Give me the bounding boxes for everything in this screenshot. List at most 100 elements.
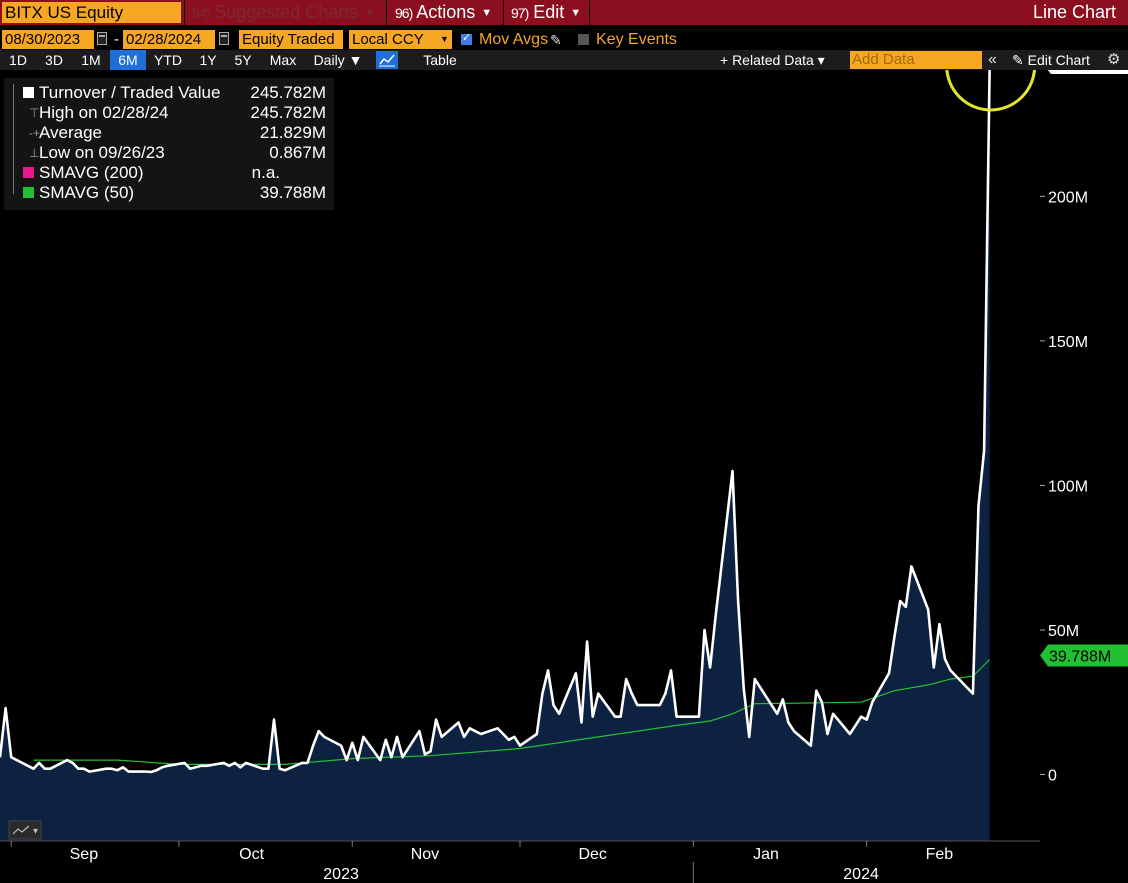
- highlight-circle: [945, 70, 1036, 112]
- add-data-input[interactable]: Add Data: [850, 51, 982, 69]
- last-value-tag: [1047, 70, 1128, 74]
- range-ytd[interactable]: YTD: [154, 52, 182, 68]
- start-date-field[interactable]: 08/30/2023: [2, 30, 94, 49]
- legend-value: 21.829M: [259, 123, 326, 142]
- legend-row-smavg200: SMAVG (200) n.a.: [4, 163, 334, 183]
- chart-area[interactable]: 050M100M150M200M250M245.782M39.788MSepOc…: [0, 70, 1128, 883]
- range-5y[interactable]: 5Y: [234, 52, 252, 68]
- x-tick-label: Sep: [70, 846, 99, 863]
- smavg-50-line: [33, 659, 991, 766]
- range-6m[interactable]: 6M: [110, 50, 146, 70]
- chevron-down-icon: ▼: [364, 7, 376, 20]
- menu-label: Actions: [416, 2, 476, 22]
- turnover-area-fill: [0, 70, 990, 841]
- turnover-line: [0, 70, 991, 774]
- year-label: 2024: [843, 866, 879, 883]
- legend-value: 39.788M: [259, 183, 326, 202]
- currency-selector[interactable]: Local CCY: [349, 30, 452, 49]
- divider: [589, 0, 590, 25]
- collapse-icon[interactable]: «: [988, 51, 997, 68]
- mov-avgs-label[interactable]: Mov Avgs: [479, 31, 549, 48]
- sma-value-tag: [1040, 644, 1128, 667]
- legend-value: 245.782M: [250, 103, 326, 122]
- legend-bracket: [13, 84, 18, 194]
- key-events-checkbox[interactable]: [578, 34, 589, 45]
- line-chart-icon[interactable]: [376, 51, 398, 69]
- y-tick-label: 100M: [1048, 478, 1088, 495]
- chart-type-label: Line Chart: [1032, 2, 1116, 22]
- legend-name: SMAVG (50): [39, 183, 135, 202]
- year-label: 2023: [323, 866, 359, 883]
- y-tick-label: 0: [1048, 768, 1057, 785]
- magenta-square-icon: [23, 167, 34, 178]
- range-toolbar: 1D 3D 1M 6M YTD 1Y 5Y Max Daily ▼ Table …: [0, 50, 1128, 70]
- edit-chart-button[interactable]: ✎ Edit Chart: [1012, 50, 1090, 70]
- y-tick-label: 50M: [1048, 623, 1079, 640]
- range-3d[interactable]: 3D: [45, 52, 63, 68]
- actions-menu[interactable]: 96) Actions ▼: [395, 0, 492, 25]
- calendar-icon[interactable]: [97, 32, 107, 45]
- chevron-down-icon[interactable]: ▼: [440, 34, 449, 44]
- line-chart-icon: [12, 825, 30, 835]
- divider: [184, 0, 185, 25]
- menu-label: Suggested Charts: [214, 2, 359, 22]
- end-date-field[interactable]: 02/28/2024: [123, 30, 215, 49]
- settings-toolbar: 08/30/2023 - 02/28/2024 Equity Traded Lo…: [0, 29, 1128, 51]
- chevron-down-icon: ▾: [33, 826, 38, 837]
- legend-value: 0.867M: [269, 143, 326, 162]
- menu-label: Edit: [533, 2, 565, 22]
- last-value-label: 245.782M: [1049, 70, 1120, 74]
- currency-value: Local CCY: [352, 31, 424, 48]
- range-1y[interactable]: 1Y: [199, 52, 217, 68]
- gear-icon[interactable]: ⚙: [1107, 51, 1121, 68]
- legend: Turnover / Traded Value 245.782M ⊤ High …: [4, 78, 334, 210]
- related-data-button[interactable]: + Related Data ▾: [720, 52, 825, 68]
- sma-value-label: 39.788M: [1049, 648, 1111, 665]
- legend-row-average: -+- Average 21.829M: [4, 123, 334, 143]
- pencil-icon[interactable]: ✎: [550, 32, 562, 48]
- frequency-dropdown[interactable]: Daily ▼: [313, 52, 363, 68]
- chevron-down-icon: ▼: [481, 7, 493, 20]
- divider: [503, 0, 504, 25]
- legend-value: 245.782M: [250, 83, 326, 102]
- white-square-icon: [23, 87, 34, 98]
- date-separator: -: [114, 31, 119, 48]
- menu-number: 96): [395, 5, 413, 21]
- low-marker-icon: ⊥: [29, 146, 40, 160]
- legend-name: Turnover / Traded Value: [39, 83, 221, 102]
- range-1d[interactable]: 1D: [9, 52, 27, 68]
- edit-menu[interactable]: 97) Edit ▼: [511, 0, 581, 25]
- pencil-icon: ✎: [1012, 52, 1024, 68]
- edit-chart-label: Edit Chart: [1027, 52, 1090, 68]
- legend-name: SMAVG (200): [39, 163, 144, 182]
- key-events-label[interactable]: Key Events: [596, 31, 677, 48]
- mov-avgs-checkbox[interactable]: [461, 31, 472, 45]
- range-max[interactable]: Max: [269, 52, 297, 68]
- legend-row-high: ⊤ High on 02/28/24 245.782M: [4, 103, 334, 123]
- legend-name: High on 02/28/24: [39, 103, 169, 122]
- title-bar: BITX US Equity 94) Suggested Charts ▼ 96)…: [0, 0, 1128, 25]
- legend-row-smavg50: SMAVG (50) 39.788M: [4, 183, 334, 203]
- range-1m[interactable]: 1M: [81, 52, 101, 68]
- average-marker-icon: -+-: [29, 126, 44, 140]
- legend-row-low: ⊥ Low on 09/26/23 0.867M: [4, 143, 334, 163]
- legend-name: Average: [39, 123, 103, 142]
- high-marker-icon: ⊤: [29, 106, 40, 120]
- suggested-charts-menu[interactable]: 94) Suggested Charts ▼: [192, 0, 375, 25]
- chevron-down-icon: ▼: [570, 7, 582, 20]
- ticker-input[interactable]: BITX US Equity: [2, 2, 181, 23]
- field-selector[interactable]: Equity Traded: [239, 30, 343, 49]
- x-tick-label: Dec: [578, 846, 606, 863]
- y-tick-label: 200M: [1048, 189, 1088, 206]
- calendar-icon[interactable]: [219, 32, 229, 45]
- legend-row-turnover: Turnover / Traded Value 245.782M: [4, 83, 334, 103]
- green-square-icon: [23, 187, 34, 198]
- table-button[interactable]: Table: [423, 52, 457, 68]
- x-tick-label: Oct: [239, 846, 264, 863]
- legend-name: Low on 09/26/23: [39, 143, 165, 162]
- menu-number: 94): [192, 5, 210, 21]
- y-tick-label: 150M: [1048, 334, 1088, 351]
- x-tick-label: Feb: [926, 846, 954, 863]
- x-tick-label: Nov: [411, 846, 439, 863]
- x-tick-label: Jan: [753, 846, 779, 863]
